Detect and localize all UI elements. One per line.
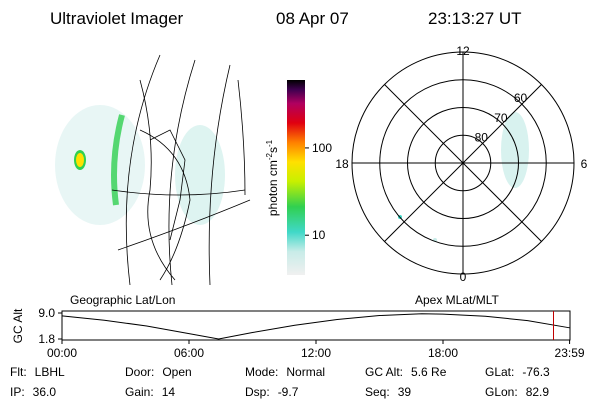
info-label: Dsp:: [245, 385, 270, 399]
y-tick-label: 9.0: [38, 306, 55, 320]
info-label: Flt:: [10, 365, 27, 379]
info-field: Dsp: -9.7: [245, 385, 299, 399]
right-label: Apex MLat/MLT: [415, 293, 499, 307]
info-value: 36.0: [33, 385, 57, 399]
instrument: Ultraviolet Imager: [50, 9, 184, 28]
colorbar: [287, 80, 305, 275]
y-tick-label: 1.8: [38, 332, 55, 346]
label-exp: -1: [265, 139, 274, 147]
mlt-label: 0: [460, 270, 467, 284]
info-field: IP: 36.0: [10, 385, 56, 399]
image-panel: [55, 54, 251, 286]
info-label: GLon:: [485, 385, 518, 399]
x-tick-label: 23:59: [555, 346, 585, 360]
altitude-line: [61, 313, 570, 340]
info-value: LBHL: [35, 365, 65, 379]
info-value: Normal: [286, 365, 325, 379]
info-label: Mode:: [245, 365, 278, 379]
x-tick-label: 00:00: [47, 346, 77, 360]
mlt-label: 12: [456, 44, 470, 58]
info-value: 5.6 Re: [411, 365, 447, 379]
label-exp: -2: [265, 152, 274, 160]
left-label: Geographic Lat/Lon: [70, 293, 175, 307]
y-label: GC Alt: [11, 308, 25, 343]
info-value: 39: [398, 385, 412, 399]
info-label: IP:: [10, 385, 25, 399]
colorbar-tick-label: 10: [312, 228, 326, 242]
info-field: Gain: 14: [125, 385, 175, 399]
info-field: Mode: Normal: [245, 365, 325, 379]
date: 08 Apr 07: [276, 9, 349, 28]
info-field: GC Alt: 5.6 Re: [365, 365, 447, 379]
colorbar-label: photon cm-2s-1: [265, 139, 280, 216]
info-value: -9.7: [278, 385, 299, 399]
lat-label: 70: [494, 111, 508, 125]
label-text: s: [266, 147, 280, 153]
x-tick-label: 12:00: [301, 346, 331, 360]
info-field: GLon: 82.9: [485, 385, 549, 399]
lat-label: 60: [514, 91, 528, 105]
info-field: Flt: LBHL: [10, 365, 65, 379]
x-tick-label: 06:00: [174, 346, 204, 360]
info-value: 82.9: [526, 385, 550, 399]
x-tick-label: 18:00: [428, 346, 458, 360]
diagonal: [384, 84, 542, 242]
info-label: Gain:: [125, 385, 154, 399]
info-label: GC Alt:: [365, 365, 403, 379]
info-field: GLat: -76.3: [485, 365, 550, 379]
mlt-label: 6: [581, 157, 588, 171]
info-value: 14: [162, 385, 176, 399]
info-value: -76.3: [522, 365, 550, 379]
mlt-label: 18: [335, 157, 349, 171]
info-field: Door: Open: [125, 365, 192, 379]
time: 23:13:27 UT: [428, 9, 522, 28]
colorbar-tick-label: 100: [312, 141, 332, 155]
info-label: Door:: [125, 365, 154, 379]
lat-label: 80: [475, 130, 489, 144]
info-label: Seq:: [365, 385, 390, 399]
info-label: GLat:: [485, 365, 514, 379]
info-value: Open: [162, 365, 191, 379]
label-text: photon cm: [266, 160, 280, 216]
info-field: Seq: 39: [365, 385, 411, 399]
